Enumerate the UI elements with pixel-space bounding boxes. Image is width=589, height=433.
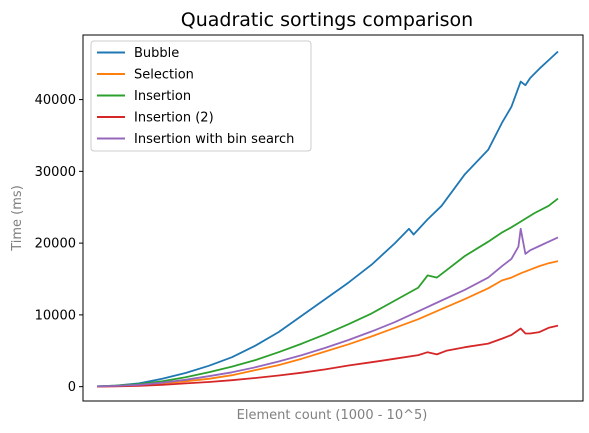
y-tick-label: 20000 — [35, 237, 76, 252]
legend-label: Insertion with bin search — [134, 132, 294, 147]
series-line-bubble — [96, 50, 559, 388]
legend: Bubble Selection Insertion Insertion (2) Ins… — [90, 40, 312, 152]
legend-box — [90, 40, 312, 152]
legend-label: Selection — [134, 68, 194, 83]
series-line-selection — [96, 260, 559, 388]
y-tick-label: 10000 — [35, 308, 76, 323]
y-axis-label: Time (ms) — [10, 185, 25, 252]
series-lines — [96, 50, 559, 388]
x-axis-label: Element count (1000 - 10^5) — [237, 408, 428, 423]
chart-title: Quadratic sortings comparison — [181, 9, 473, 31]
y-tick-label: 30000 — [35, 165, 76, 180]
y-tick-label: 40000 — [35, 93, 76, 108]
legend-label: Insertion (2) — [134, 111, 214, 126]
legend-label: Bubble — [134, 46, 179, 61]
y-axis: 0 10000 20000 30000 40000 — [35, 93, 83, 395]
series-line-insertion-2 — [96, 324, 559, 388]
y-tick-label: 0 — [68, 380, 76, 395]
legend-label: Insertion — [134, 89, 191, 104]
series-line-insertion-with-bin-search — [96, 227, 559, 388]
series-line-insertion — [96, 197, 559, 388]
